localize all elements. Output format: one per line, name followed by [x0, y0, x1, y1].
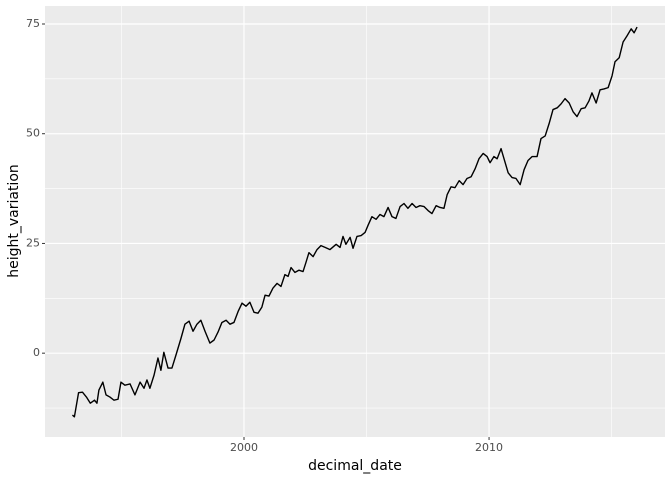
x-tick-label: 2000	[230, 441, 258, 454]
y-tick-label: 0	[33, 346, 40, 359]
y-axis-title: height_variation	[6, 164, 22, 278]
y-tick-label: 25	[26, 236, 40, 249]
plot-background	[45, 6, 665, 437]
y-tick-label: 75	[26, 17, 40, 30]
x-axis-title: decimal_date	[308, 458, 402, 474]
data-line	[71, 26, 638, 418]
x-tick-label: 2010	[475, 441, 503, 454]
y-tick-label: 50	[26, 127, 40, 140]
